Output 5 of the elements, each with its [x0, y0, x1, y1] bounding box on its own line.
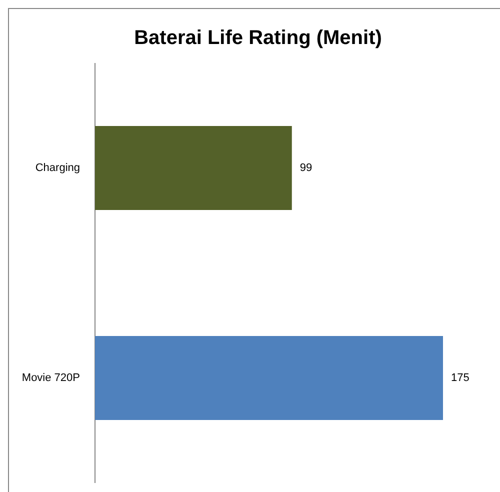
chart-title: Baterai Life Rating (Menit)	[134, 27, 382, 49]
y-tick-label: Charging	[35, 162, 80, 174]
y-tick-label: Movie 720P	[22, 372, 80, 384]
data-label: 99	[300, 162, 312, 174]
data-label: 175	[451, 372, 470, 384]
